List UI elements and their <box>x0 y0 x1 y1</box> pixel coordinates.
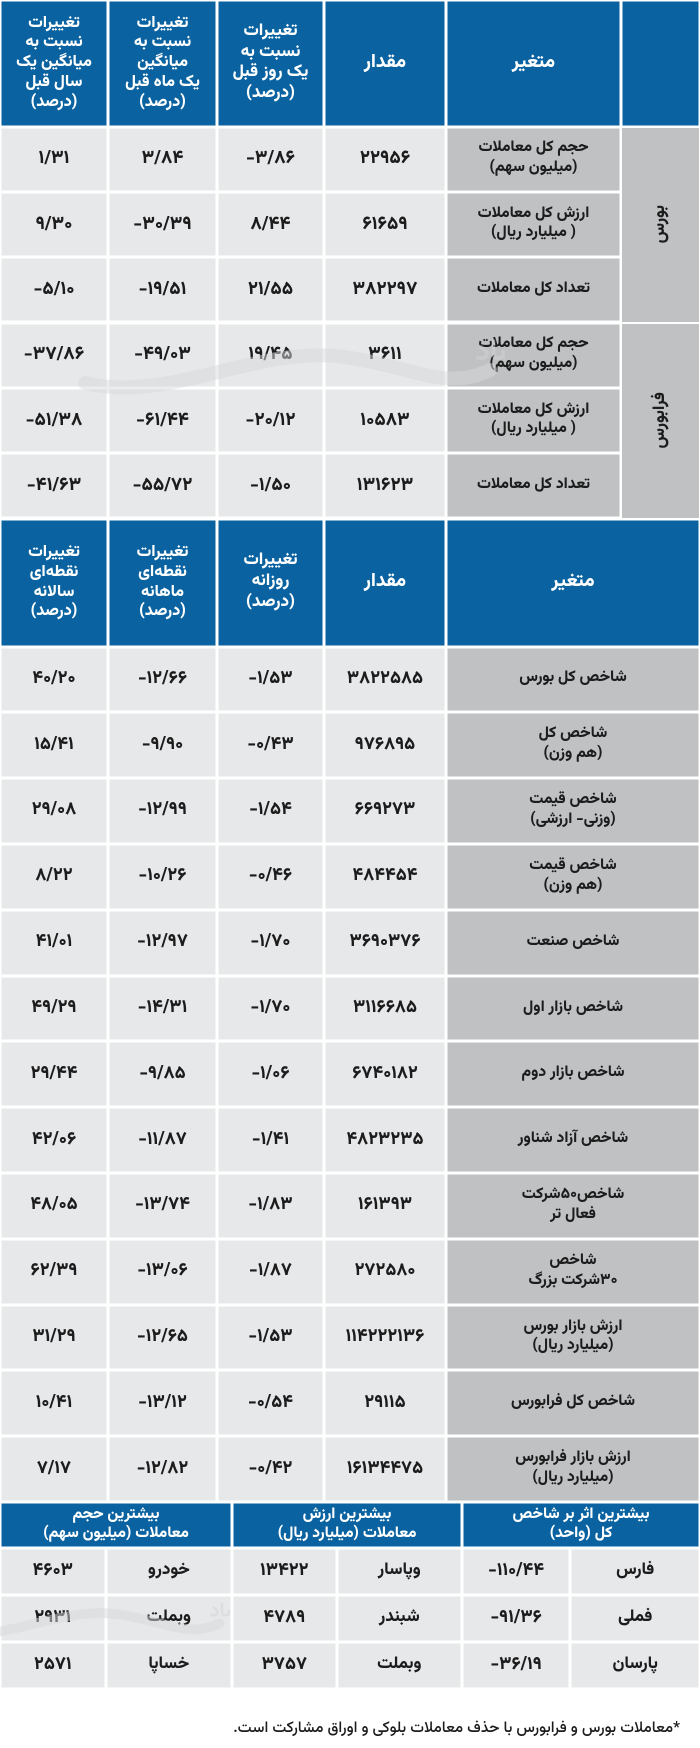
svg-text:دنیای اقتصاد: دنیای اقتصاد <box>209 1596 230 1628</box>
svg-text:دنیای اقتصاد: دنیای اقتصاد <box>475 330 505 377</box>
